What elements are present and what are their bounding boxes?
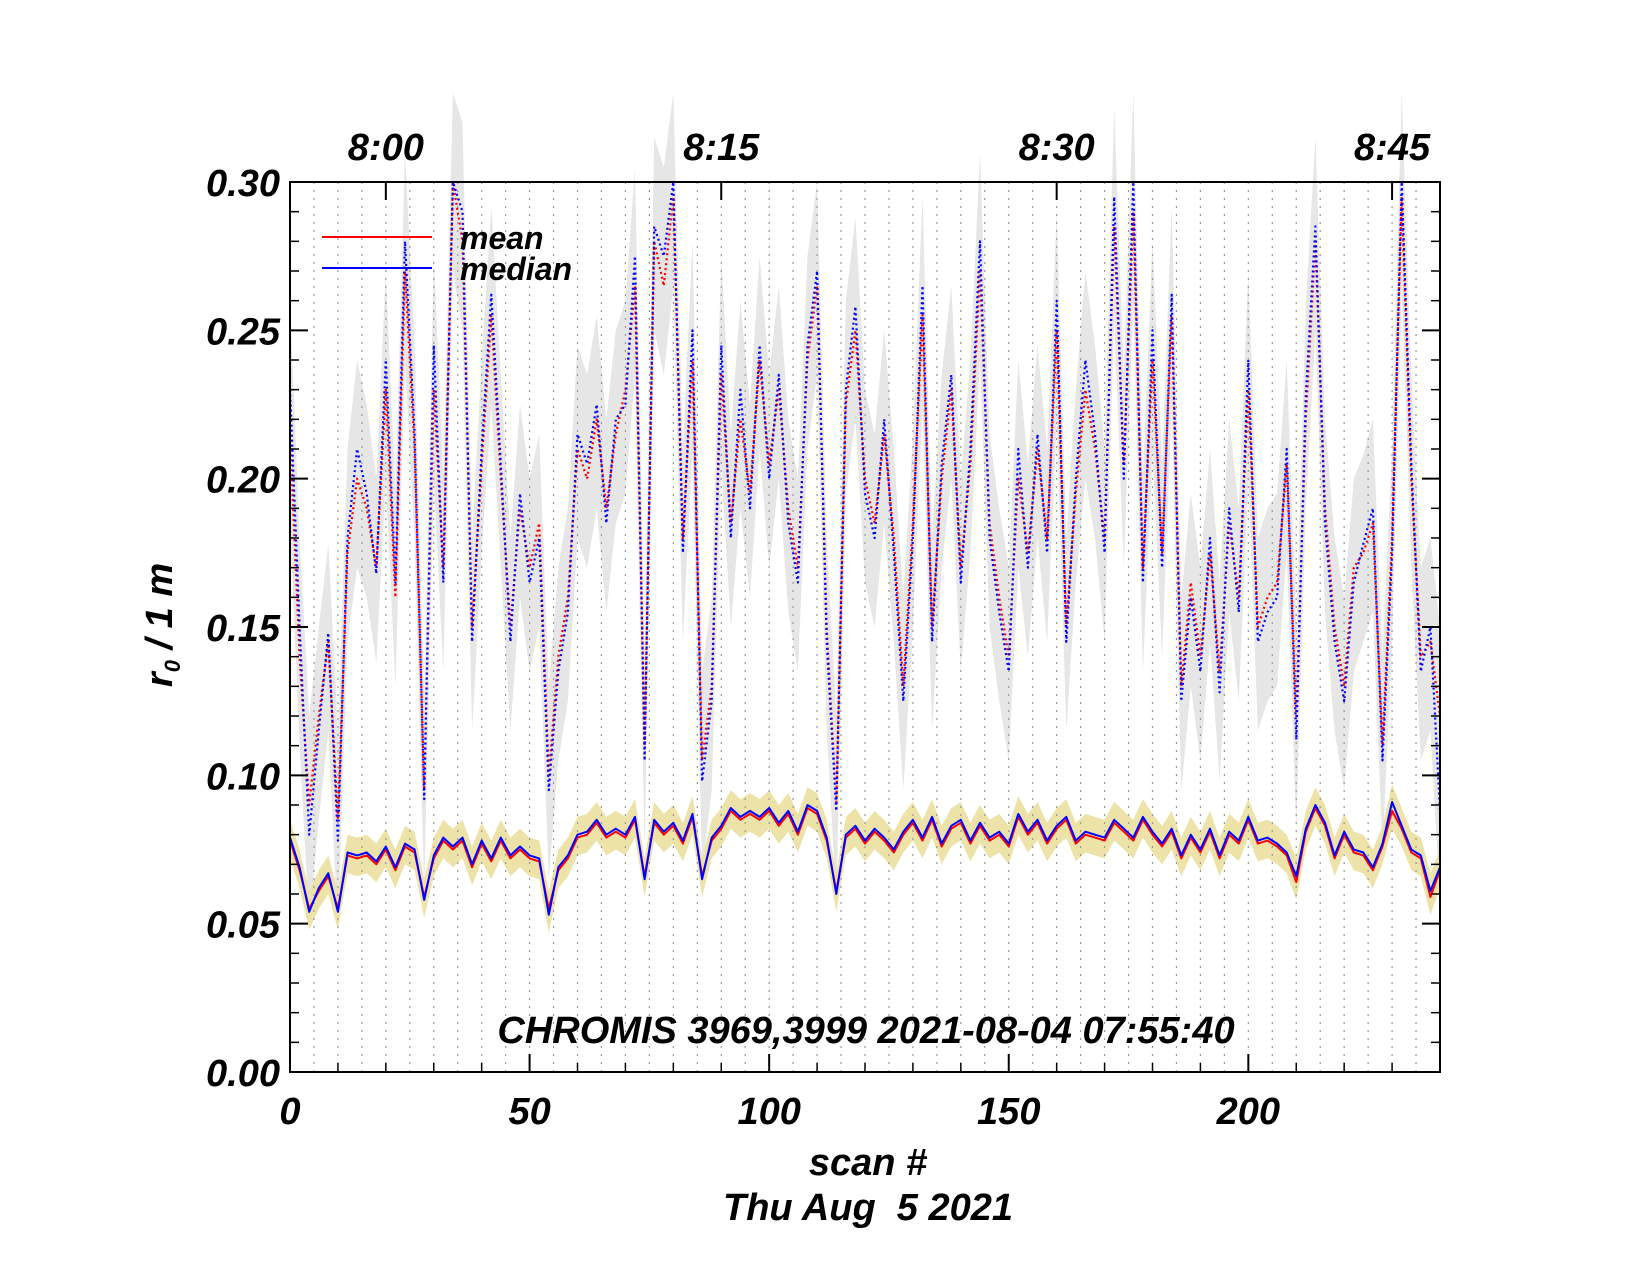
x-tick-label: 200: [1216, 1091, 1280, 1133]
legend-mean-label: mean: [460, 220, 544, 256]
y-axis-label-main: r: [139, 670, 181, 687]
y-tick-label: 0.25: [206, 311, 281, 353]
x-tick-label: 100: [737, 1091, 800, 1133]
y-tick-label: 0.20: [206, 460, 280, 502]
top-time-label: 8:00: [348, 127, 424, 169]
y-tick-label: 0.30: [206, 163, 280, 205]
series-median-solid-line: [289, 801, 1441, 916]
series-mean-solid-line: [289, 807, 1441, 910]
chart-annotation: CHROMIS 3969,3999 2021-08-04 07:55:40: [497, 1010, 1234, 1052]
x-tick-label: 0: [279, 1091, 300, 1133]
top-time-label: 8:15: [683, 127, 760, 169]
y-tick-label: 0.15: [206, 608, 281, 650]
vertical-grid: [313, 182, 1417, 1072]
y-tick-label: 0.10: [206, 756, 280, 798]
legend-median-label: median: [460, 251, 572, 287]
x-tick-label: 50: [508, 1091, 550, 1133]
x-tick-label: 150: [977, 1091, 1040, 1133]
series-lines: [288, 180, 1442, 916]
y-axis-label: r0 / 1 m: [139, 563, 185, 687]
y-tick-label: 0.05: [206, 905, 281, 947]
y-axis-label-rest: / 1 m: [139, 563, 181, 660]
date-label: Thu Aug 5 2021: [723, 1187, 1013, 1229]
legend: mean median: [322, 220, 572, 287]
lower-shaded-band: [290, 784, 1440, 933]
y-tick-label: 0.00: [206, 1053, 280, 1095]
y-axis-label-sub: 0: [160, 659, 185, 672]
axis-ticks: [289, 181, 1440, 1073]
series-median-dotted-line: [288, 180, 1442, 842]
top-time-label: 8:30: [1019, 127, 1095, 169]
x-axis-label: scan #: [809, 1142, 928, 1184]
tick-labels: 0.00 0.05 0.10 0.15 0.20 0.25 0.30 0 50 100 150 200…: [206, 127, 1431, 1133]
top-time-label: 8:45: [1354, 127, 1431, 169]
